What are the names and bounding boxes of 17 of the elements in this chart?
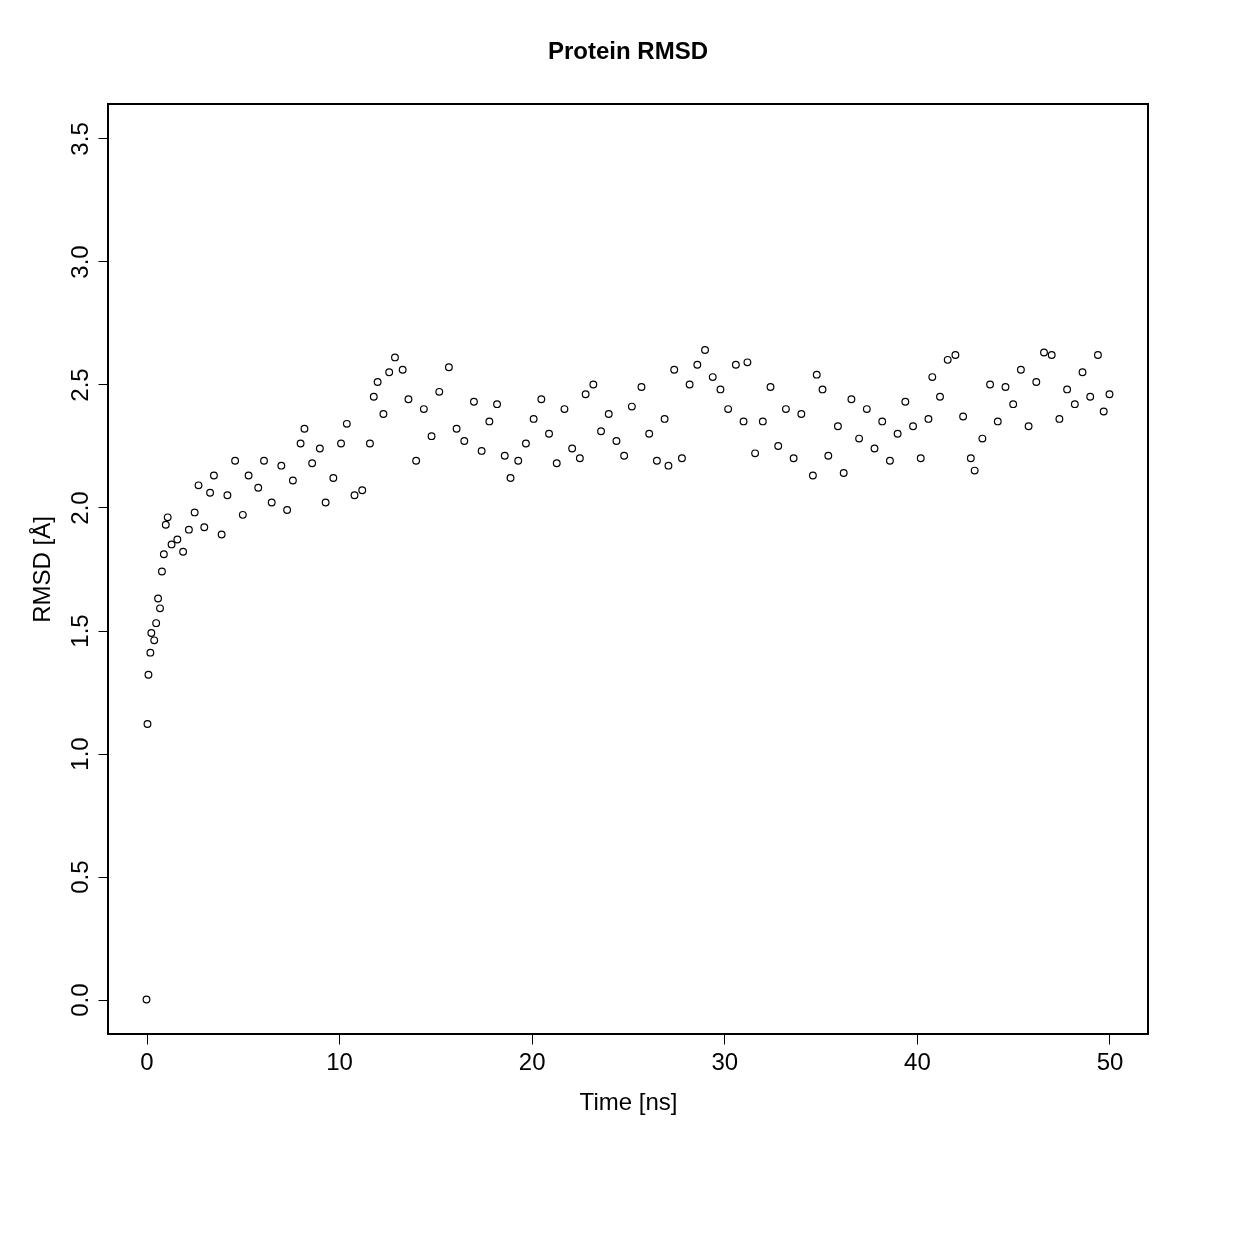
x-tick-label: 0 (140, 1047, 154, 1075)
x-tick-label: 40 (904, 1047, 931, 1075)
y-tick-label: 1.5 (65, 614, 93, 648)
x-axis-title: Time [ns] (579, 1087, 678, 1115)
y-tick-label: 2.0 (65, 491, 93, 525)
x-tick-label: 20 (518, 1047, 546, 1075)
y-tick-label: 1.0 (65, 737, 93, 771)
y-tick-label: 0.5 (65, 860, 93, 894)
y-axis-title: RMSD [Å] (27, 516, 55, 623)
y-tick-label: 3.0 (65, 245, 93, 279)
chart-title: Protein RMSD (547, 37, 709, 64)
y-tick-label: 3.5 (65, 122, 93, 156)
y-tick-label: 2.5 (65, 368, 93, 402)
x-tick-label: 10 (326, 1047, 353, 1075)
x-tick-label: 30 (711, 1047, 739, 1075)
y-tick-label: 0.0 (65, 983, 93, 1017)
x-tick-label: 50 (1096, 1047, 1124, 1075)
